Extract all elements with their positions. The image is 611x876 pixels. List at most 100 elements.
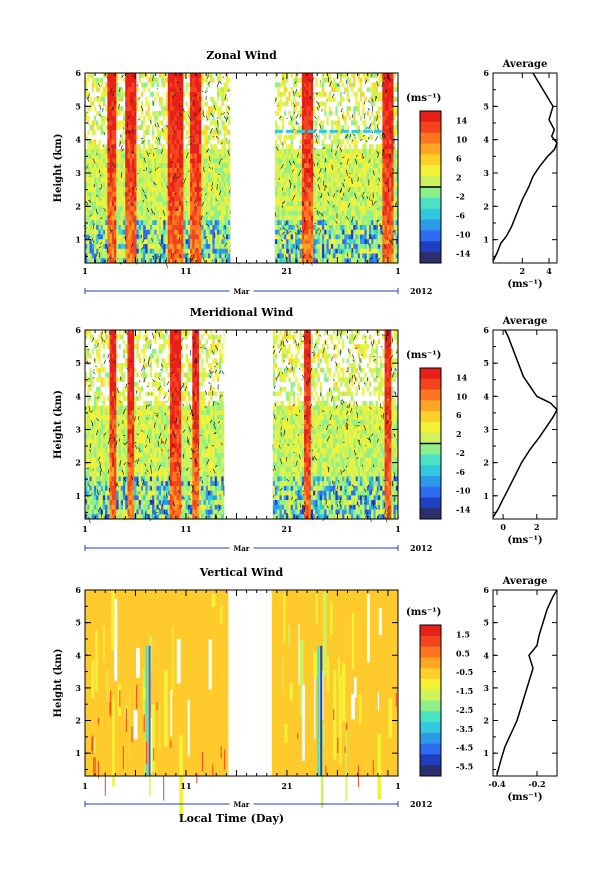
heatmap-cell [326, 134, 329, 140]
heatmap-cell [134, 182, 137, 188]
heatmap-cell [275, 177, 278, 183]
heatmap-cell [304, 120, 307, 126]
heatmap-cell [337, 253, 341, 259]
heatmap-cell [149, 92, 153, 98]
heatmap-cell [181, 96, 184, 102]
heatmap-cell [178, 96, 182, 102]
heatmap-cell [216, 144, 220, 150]
heatmap-cell [306, 244, 309, 250]
heatmap-cell [219, 248, 222, 254]
heatmap-cell [304, 163, 307, 169]
heatmap-cell [140, 125, 144, 131]
heatmap-cell [344, 187, 347, 193]
heatmap-cell [152, 239, 155, 245]
heatmap-cell [91, 153, 95, 159]
heatmap-cell [174, 120, 177, 126]
heatmap-cell [279, 248, 283, 254]
heatmap-cell [223, 248, 227, 254]
heatmap-cell [127, 253, 131, 259]
heatmap-cell [136, 125, 139, 131]
heatmap-cell [178, 234, 182, 240]
heatmap-cell [283, 210, 287, 216]
heatmap-cell [359, 149, 363, 155]
heatmap-cell [337, 92, 341, 98]
heatmap-cell [337, 234, 341, 240]
heatmap-cell [109, 244, 113, 250]
heatmap-cell [279, 134, 283, 140]
heatmap-cell [111, 149, 115, 155]
heatmap-cell [192, 82, 195, 88]
heatmap-cell [221, 139, 224, 145]
heatmap-cell [301, 172, 305, 178]
heatmap-cell [118, 187, 122, 193]
heatmap-cell [102, 120, 106, 126]
heatmap-cell [279, 177, 283, 183]
heatmap-cell [161, 253, 164, 259]
heatmap-cell [93, 115, 97, 121]
heatmap-cell [297, 163, 300, 169]
heatmap-cell [131, 101, 135, 107]
heatmap-cell [308, 191, 312, 197]
heatmap-cell [129, 220, 133, 226]
heatmap-cell [199, 182, 202, 188]
heatmap-cell [295, 172, 298, 178]
heatmap-cell [219, 210, 222, 216]
heatmap-cell [219, 215, 222, 221]
heatmap-cell [120, 253, 124, 259]
heatmap-cell [290, 234, 294, 240]
heatmap-cell [310, 139, 314, 145]
heatmap-cell [93, 253, 97, 259]
heatmap-cell [102, 163, 106, 169]
heatmap-cell [279, 258, 283, 264]
heatmap-cell [333, 234, 336, 240]
heatmap-cell [98, 239, 101, 245]
heatmap-cell [359, 73, 363, 79]
heatmap-cell [165, 73, 169, 79]
heatmap-cell [207, 191, 211, 197]
heatmap-cell [328, 134, 332, 140]
heatmap-cell [328, 77, 332, 83]
heatmap-cell [136, 215, 139, 221]
heatmap-cell [348, 144, 352, 150]
heatmap-cell [205, 153, 209, 159]
heatmap-cell [304, 96, 307, 102]
heatmap-cell [326, 253, 329, 259]
heatmap-cell [297, 168, 300, 174]
heatmap-cell [339, 106, 343, 112]
heatmap-cell [147, 163, 151, 169]
heatmap-cell [357, 201, 361, 207]
heatmap-cell [359, 177, 363, 183]
heatmap-cell [105, 139, 108, 145]
heatmap-cell [134, 153, 137, 159]
heatmap-cell [178, 253, 182, 259]
heatmap-cell [199, 253, 202, 259]
heatmap-cell [167, 225, 171, 231]
heatmap-cell [93, 134, 97, 140]
heatmap-cell [187, 115, 191, 121]
heatmap-cell [330, 210, 334, 216]
heatmap-cell [333, 120, 336, 126]
heatmap-cell [129, 177, 133, 183]
heatmap-cell [205, 96, 209, 102]
heatmap-cell [203, 248, 207, 254]
heatmap-cell [192, 149, 195, 155]
heatmap-cell [111, 210, 115, 216]
heatmap-cell [279, 73, 283, 79]
heatmap-cell [277, 253, 280, 259]
heatmap-cell [131, 210, 135, 216]
heatmap-cell [348, 225, 352, 231]
heatmap-cell [333, 92, 336, 98]
heatmap-cell [129, 153, 133, 159]
heatmap-cell [297, 239, 300, 245]
heatmap-cell [223, 149, 227, 155]
heatmap-cell [212, 92, 215, 98]
heatmap-cell [315, 153, 318, 159]
heatmap-cell [328, 158, 332, 164]
heatmap-cell [353, 101, 356, 107]
heatmap-cell [216, 196, 220, 202]
heatmap-cell [178, 191, 182, 197]
heatmap-cell [335, 244, 338, 250]
heatmap-cell [283, 248, 287, 254]
heatmap-cell [310, 168, 314, 174]
heatmap-cell [299, 201, 303, 207]
